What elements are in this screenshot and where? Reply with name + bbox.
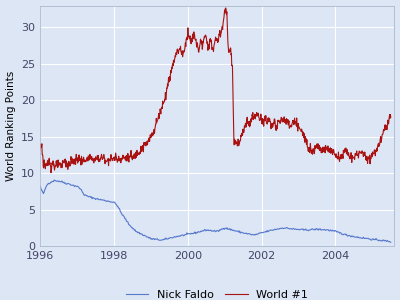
Nick Faldo: [247, 232, 252, 236]
World #1: [388, 116, 393, 119]
Nick Faldo: [207, 229, 212, 232]
Nick Faldo: [326, 228, 331, 232]
World #1: [38, 148, 42, 152]
Line: World #1: World #1: [40, 8, 391, 173]
World #1: [48, 171, 53, 175]
World #1: [192, 37, 197, 41]
Line: Nick Faldo: Nick Faldo: [40, 180, 391, 242]
World #1: [223, 6, 228, 10]
Nick Faldo: [381, 238, 386, 242]
World #1: [312, 152, 317, 156]
Nick Faldo: [205, 229, 210, 232]
Nick Faldo: [38, 184, 42, 188]
Legend: Nick Faldo, World #1: Nick Faldo, World #1: [122, 285, 313, 300]
Nick Faldo: [388, 240, 393, 244]
Y-axis label: World Ranking Points: World Ranking Points: [6, 71, 16, 181]
Nick Faldo: [228, 228, 233, 232]
World #1: [279, 117, 284, 120]
World #1: [180, 49, 185, 52]
Nick Faldo: [52, 178, 56, 182]
World #1: [74, 152, 79, 156]
World #1: [318, 146, 323, 149]
